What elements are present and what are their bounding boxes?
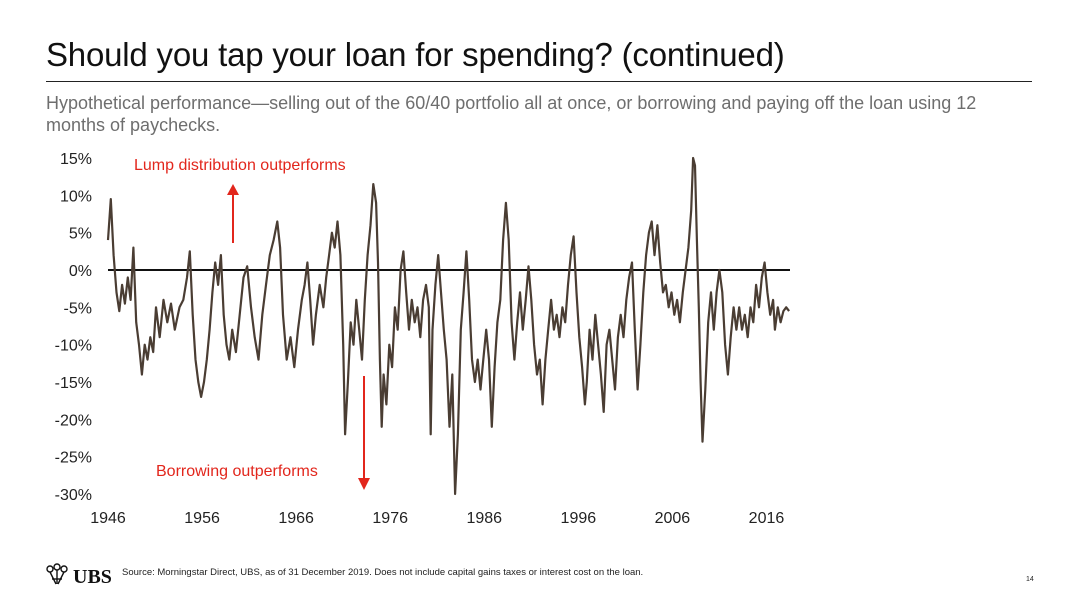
x-tick-label: 1986 xyxy=(466,510,502,527)
ubs-wordmark: UBS xyxy=(73,566,112,588)
x-axis-tick-labels: 1946 1956 1966 1976 1986 1996 2006 2016 xyxy=(90,510,784,527)
annotation-borrowing: Borrowing outperforms xyxy=(156,463,318,480)
title-divider xyxy=(46,81,1032,82)
x-tick-label: 2016 xyxy=(749,510,785,527)
x-tick-label: 1956 xyxy=(184,510,220,527)
x-tick-label: 1946 xyxy=(90,510,126,527)
annotations: Lump distribution outperforms Borrowing o… xyxy=(134,157,370,490)
arrow-up-icon xyxy=(227,184,239,195)
y-tick-label: 0% xyxy=(69,263,92,280)
series-line xyxy=(106,156,790,496)
keys-icon xyxy=(46,563,68,585)
y-tick-label: -25% xyxy=(55,450,92,467)
page-title: Should you tap your loan for spending? (… xyxy=(46,36,785,73)
performance-line-chart: 15%10%5%0%-5%-10%-15%-20%-25%-30% 1946 19… xyxy=(55,151,790,527)
y-tick-label: -20% xyxy=(55,412,92,429)
x-tick-label: 1966 xyxy=(278,510,314,527)
y-tick-label: -10% xyxy=(55,338,92,355)
x-tick-label: 1996 xyxy=(561,510,597,527)
y-tick-label: -15% xyxy=(55,375,92,392)
x-tick-label: 2006 xyxy=(655,510,691,527)
annotation-lump-distribution: Lump distribution outperforms xyxy=(134,157,346,174)
ubs-logo: UBS xyxy=(44,562,120,593)
y-tick-label: 10% xyxy=(60,188,92,205)
y-tick-label: 15% xyxy=(60,151,92,168)
x-tick-label: 1976 xyxy=(372,510,408,527)
arrow-down-icon xyxy=(358,478,370,490)
y-tick-label: -30% xyxy=(55,487,92,504)
y-tick-label: -5% xyxy=(64,300,92,317)
y-tick-label: 5% xyxy=(69,226,92,243)
page-subtitle: Hypothetical performance—selling out of … xyxy=(46,93,977,135)
y-axis-tick-labels: 15% 10% 5% 0% -5% -10% -15% -20% -25% -30% xyxy=(55,151,92,504)
page-number: 14 xyxy=(1026,576,1034,583)
source-note: Source: Morningstar Direct, UBS, as of 3… xyxy=(122,567,644,578)
